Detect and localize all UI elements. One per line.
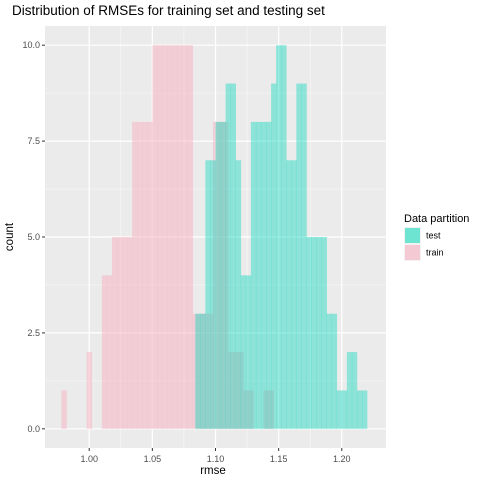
bar-test xyxy=(240,275,247,429)
bar-test xyxy=(210,160,216,429)
bar-train xyxy=(111,237,118,429)
y-tick-label: 5.0 xyxy=(27,232,40,242)
x-tick-label: 1.10 xyxy=(207,454,225,464)
bar-train xyxy=(207,313,214,429)
bar-train xyxy=(167,45,173,429)
bar-train xyxy=(197,313,204,429)
x-tick-label: 1.15 xyxy=(270,454,288,464)
bar-train xyxy=(238,352,244,429)
bar-train xyxy=(137,121,143,429)
y-tick-label: 2.5 xyxy=(27,328,40,338)
legend-title: Data partition xyxy=(404,213,469,225)
bar-test xyxy=(235,160,242,429)
bar-train xyxy=(106,275,113,429)
bar-test xyxy=(286,160,292,429)
chart-title: Distribution of RMSEs for training set a… xyxy=(12,3,325,18)
x-axis-title: rmse xyxy=(200,465,226,477)
legend-swatch-test xyxy=(405,228,420,243)
bar-train xyxy=(177,45,183,429)
bar-test xyxy=(220,121,226,429)
bar-test xyxy=(356,390,363,429)
y-tick-label: 10.0 xyxy=(22,40,40,50)
bar-test xyxy=(321,237,327,429)
x-tick-label: 1.20 xyxy=(333,454,351,464)
bar-train xyxy=(86,352,93,429)
bar-train xyxy=(212,121,219,429)
bar-test xyxy=(336,390,343,429)
bar-test xyxy=(326,313,332,429)
legend: Data partition test train xyxy=(404,213,469,261)
bar-train xyxy=(202,313,209,429)
x-tick-label: 1.00 xyxy=(80,454,98,464)
bar-test xyxy=(195,313,201,429)
bar-train xyxy=(187,45,194,429)
x-tick-label: 1.05 xyxy=(144,454,162,464)
bar-test xyxy=(255,121,262,429)
bar-train xyxy=(127,237,133,429)
bar-test xyxy=(341,390,348,429)
bar-train xyxy=(147,121,153,429)
bar-test xyxy=(281,45,287,429)
bar-train xyxy=(132,121,138,429)
y-axis-title: count xyxy=(4,222,16,251)
bar-test xyxy=(301,83,307,429)
bar-test xyxy=(215,121,221,429)
bar-train xyxy=(228,352,234,429)
bar-test xyxy=(296,83,302,429)
legend-swatch-train xyxy=(405,245,420,260)
bar-test xyxy=(351,352,358,429)
bar-train xyxy=(223,121,229,429)
bar-test xyxy=(271,83,277,429)
bar-train xyxy=(263,390,269,429)
bar-train xyxy=(116,237,123,429)
bar-test xyxy=(245,275,252,429)
bar-test xyxy=(266,121,272,429)
bar-train xyxy=(268,390,274,429)
legend-label-test: test xyxy=(426,231,441,241)
bar-test xyxy=(306,237,312,429)
bar-train xyxy=(162,45,168,429)
bar-train xyxy=(152,45,158,429)
series-test xyxy=(195,45,368,429)
bar-test xyxy=(205,160,211,429)
y-tick-label: 7.5 xyxy=(27,136,40,146)
bar-train xyxy=(157,45,163,429)
series-train xyxy=(61,45,274,429)
grid-lines xyxy=(45,26,386,448)
bar-test xyxy=(225,83,231,429)
bar-test xyxy=(311,237,317,429)
legend-label-train: train xyxy=(426,248,444,258)
y-tick-label: 0.0 xyxy=(27,424,40,434)
bar-test xyxy=(250,121,257,429)
bar-train xyxy=(233,352,239,429)
bar-test xyxy=(260,121,267,429)
bar-test xyxy=(316,237,322,429)
bar-test xyxy=(291,160,297,429)
bar-train xyxy=(61,390,67,429)
bar-train xyxy=(101,275,108,429)
bar-test xyxy=(346,352,353,429)
bar-test xyxy=(230,83,237,429)
histogram-bars xyxy=(61,45,368,429)
bar-test xyxy=(331,313,338,429)
bar-train xyxy=(142,121,148,429)
bar-train xyxy=(218,121,224,429)
bar-test xyxy=(200,313,206,429)
bar-train xyxy=(192,313,199,429)
axis-ticks: 1.00 1.05 1.10 1.15 1.20 0.0 2.5 5.0 7.5 10.0 xyxy=(22,40,350,464)
bar-train xyxy=(243,390,249,429)
bar-test xyxy=(362,390,368,429)
bar-test xyxy=(276,45,282,429)
bar-train xyxy=(182,45,189,429)
bar-train xyxy=(248,390,254,429)
bar-train xyxy=(172,45,178,429)
bar-train xyxy=(122,237,128,429)
